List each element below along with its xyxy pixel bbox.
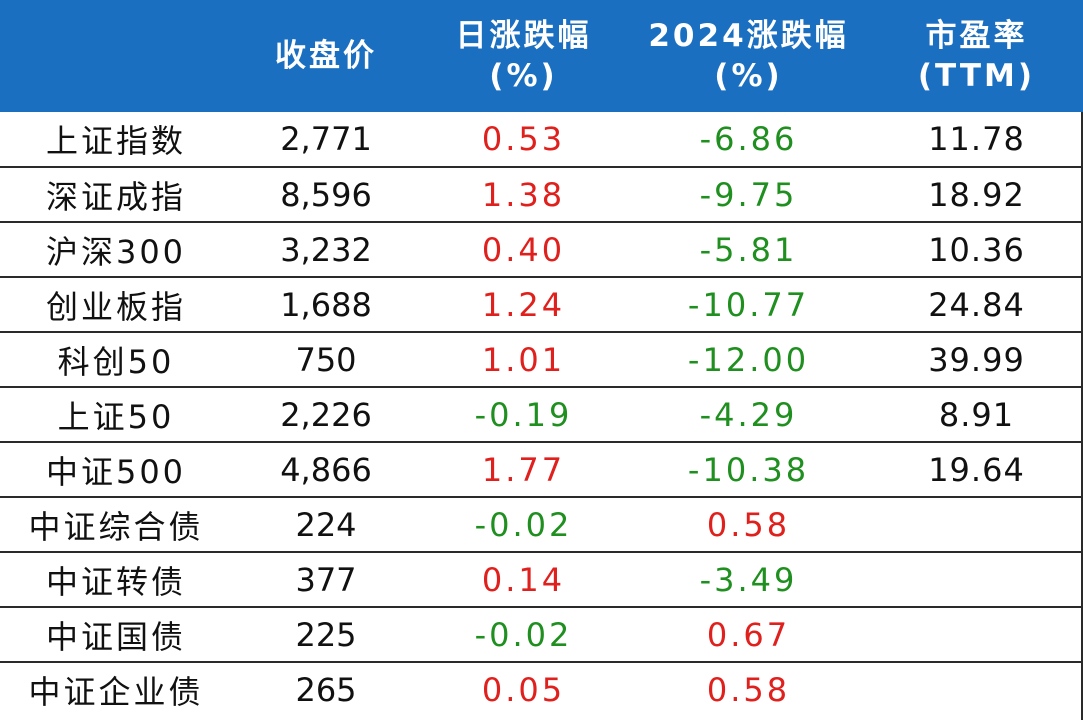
header-row: 收盘价 日涨跌幅 (%) 2024涨跌幅 (%) 市盈率 (TTM) bbox=[0, 0, 1083, 112]
ytd-change: -5.81 bbox=[627, 222, 870, 278]
table-row: 中证500 4,866 1.77 -10.38 19.64 bbox=[0, 442, 1083, 498]
daily-change: 0.40 bbox=[420, 222, 627, 278]
close-price: 377 bbox=[232, 552, 420, 608]
table-row: 中证国债 225 -0.02 0.67 bbox=[0, 607, 1083, 663]
header-daily-change-unit: (%) bbox=[489, 58, 558, 94]
daily-change: 1.77 bbox=[420, 442, 627, 498]
table-row: 上证指数 2,771 0.53 -6.86 11.78 bbox=[0, 112, 1083, 168]
daily-change: -0.19 bbox=[420, 387, 627, 443]
pe-ratio: 39.99 bbox=[870, 332, 1083, 388]
ytd-change: -9.75 bbox=[627, 167, 870, 223]
table-row: 沪深300 3,232 0.40 -5.81 10.36 bbox=[0, 222, 1083, 278]
index-name: 中证综合债 bbox=[0, 497, 232, 553]
daily-change: 0.05 bbox=[481, 671, 566, 709]
index-name: 中证国债 bbox=[0, 607, 232, 663]
daily-change: 0.14 bbox=[420, 552, 627, 608]
close-price: 2,226 bbox=[232, 387, 420, 443]
header-pe-unit: (TTM) bbox=[917, 58, 1036, 94]
header-ytd-change-label: 2024涨跌幅 bbox=[648, 18, 849, 54]
header-ytd-change-unit: (%) bbox=[714, 58, 783, 94]
daily-change: 1.01 bbox=[420, 332, 627, 388]
ytd-change: -10.77 bbox=[627, 277, 870, 333]
pe-ratio bbox=[870, 497, 1083, 553]
ytd-change: -6.86 bbox=[627, 112, 870, 168]
header-ytd-change: 2024涨跌幅 (%) bbox=[627, 0, 870, 112]
pe-ratio: 18.92 bbox=[870, 167, 1083, 223]
daily-change: 1.24 bbox=[420, 277, 627, 333]
table-row: 深证成指 8,596 1.38 -9.75 18.92 bbox=[0, 167, 1083, 223]
close-price: 4,866 bbox=[232, 442, 420, 498]
daily-change: 0.53 bbox=[420, 112, 627, 168]
daily-change: -0.02 bbox=[420, 497, 627, 553]
table-row: 上证50 2,226 -0.19 -4.29 8.91 bbox=[0, 387, 1083, 443]
index-name: 科创50 bbox=[0, 332, 232, 388]
pe-ratio bbox=[870, 662, 1083, 717]
pe-ratio: 10.36 bbox=[870, 222, 1083, 278]
close-price: 1,688 bbox=[232, 277, 420, 333]
pe-ratio bbox=[870, 607, 1083, 663]
ytd-change: 0.58 bbox=[706, 671, 791, 709]
header-close-price: 收盘价 bbox=[275, 38, 377, 74]
table-row: 科创50 750 1.01 -12.00 39.99 bbox=[0, 332, 1083, 388]
index-name: 上证50 bbox=[0, 387, 232, 443]
ytd-change: -3.49 bbox=[627, 552, 870, 608]
table-row: 中证企业债 265 0.05 0.58 bbox=[0, 662, 1083, 717]
close-price: 265 bbox=[295, 671, 357, 709]
close-price: 8,596 bbox=[232, 167, 420, 223]
table-header: 收盘价 日涨跌幅 (%) 2024涨跌幅 (%) 市盈率 (TTM) bbox=[0, 0, 1083, 112]
ytd-change: 0.67 bbox=[627, 607, 870, 663]
close-price: 750 bbox=[232, 332, 420, 388]
pe-ratio: 19.64 bbox=[870, 442, 1083, 498]
header-daily-change: 日涨跌幅 (%) bbox=[420, 0, 627, 112]
index-name: 中证转债 bbox=[0, 552, 232, 608]
close-price: 2,771 bbox=[232, 112, 420, 168]
index-name: 上证指数 bbox=[0, 112, 232, 168]
header-daily-change-label: 日涨跌幅 bbox=[455, 18, 592, 54]
close-price: 224 bbox=[232, 497, 420, 553]
index-name: 中证500 bbox=[0, 442, 232, 498]
header-pe-ratio: 市盈率 (TTM) bbox=[870, 0, 1083, 112]
table-row: 中证综合债 224 -0.02 0.58 bbox=[0, 497, 1083, 553]
index-name: 创业板指 bbox=[0, 277, 232, 333]
daily-change: -0.02 bbox=[420, 607, 627, 663]
table-row: 中证转债 377 0.14 -3.49 bbox=[0, 552, 1083, 608]
header-name bbox=[0, 0, 232, 112]
pe-ratio: 8.91 bbox=[870, 387, 1083, 443]
ytd-change: -4.29 bbox=[627, 387, 870, 443]
pe-ratio: 11.78 bbox=[870, 112, 1083, 168]
ytd-change: -12.00 bbox=[627, 332, 870, 388]
table-body: 上证指数 2,771 0.53 -6.86 11.78 深证成指 8,596 1… bbox=[0, 112, 1083, 717]
pe-ratio: 24.84 bbox=[870, 277, 1083, 333]
daily-change: 1.38 bbox=[420, 167, 627, 223]
index-name: 深证成指 bbox=[0, 167, 232, 223]
ytd-change: -10.38 bbox=[627, 442, 870, 498]
header-pe-label: 市盈率 bbox=[925, 18, 1028, 54]
index-name: 中证企业债 bbox=[28, 673, 204, 711]
ytd-change: 0.58 bbox=[627, 497, 870, 553]
index-name: 沪深300 bbox=[0, 222, 232, 278]
table-right-border bbox=[1081, 112, 1083, 720]
pe-ratio bbox=[870, 552, 1083, 608]
table-row: 创业板指 1,688 1.24 -10.77 24.84 bbox=[0, 277, 1083, 333]
close-price: 225 bbox=[232, 607, 420, 663]
close-price: 3,232 bbox=[232, 222, 420, 278]
